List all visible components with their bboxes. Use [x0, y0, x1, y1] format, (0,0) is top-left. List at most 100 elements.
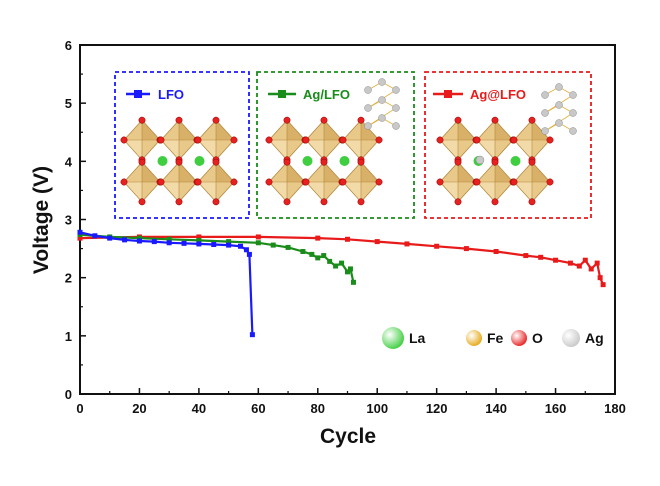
data-point	[339, 260, 345, 266]
legend-ag-at-lfo: Ag@LFO	[433, 87, 526, 102]
data-point	[600, 282, 606, 288]
data-point	[77, 229, 83, 235]
oxygen-atom	[302, 136, 310, 144]
ag-atom	[378, 78, 386, 86]
data-point	[255, 234, 261, 240]
element-sphere	[511, 330, 527, 346]
data-point	[594, 260, 600, 266]
octahedron	[120, 116, 164, 164]
oxygen-atom	[357, 198, 365, 206]
la-atom	[194, 156, 205, 166]
legend-ag-lfo: Ag/LFO	[268, 87, 350, 102]
ag-atom	[475, 155, 485, 165]
data-point	[463, 246, 469, 252]
octahedron	[473, 158, 517, 206]
x-tick-label: 20	[132, 401, 146, 416]
data-point	[249, 332, 255, 338]
data-point	[285, 244, 291, 250]
oxygen-atom	[194, 136, 202, 144]
data-point	[300, 248, 306, 254]
data-point	[243, 247, 249, 253]
data-point	[374, 239, 380, 245]
data-point	[151, 239, 157, 245]
x-axis-label: Cycle	[320, 425, 376, 448]
oxygen-atom	[230, 178, 238, 186]
oxygen-atom	[265, 178, 273, 186]
oxygen-atom	[283, 158, 291, 166]
ag-atom	[378, 96, 386, 104]
oxygen-atom	[212, 198, 220, 206]
x-axis-ticks: 0 20 40 60 80 100 120 140 160 180	[76, 388, 626, 416]
data-point	[404, 241, 410, 247]
data-point	[333, 263, 339, 269]
octahedron	[194, 116, 238, 164]
ag-atom	[364, 122, 372, 130]
ag-atom	[392, 86, 400, 94]
x-tick-label: 40	[192, 401, 206, 416]
legend-label-ag-lfo: Ag/LFO	[303, 87, 350, 102]
oxygen-atom	[320, 198, 328, 206]
oxygen-atom	[138, 158, 146, 166]
data-point	[211, 242, 217, 248]
element-label: Ag	[585, 330, 604, 346]
data-point	[196, 234, 202, 240]
ag-atom	[541, 127, 549, 135]
oxygen-atom	[120, 178, 128, 186]
y-tick-label: 5	[65, 96, 72, 111]
data-point	[315, 235, 321, 241]
legend-label-ag-at-lfo: Ag@LFO	[470, 87, 526, 102]
data-point	[309, 251, 315, 257]
oxygen-atom	[320, 116, 328, 124]
ag-atom	[569, 127, 577, 135]
lfo-inset-box	[114, 71, 250, 219]
octahedron	[510, 116, 554, 164]
element-sphere	[382, 327, 404, 349]
octahedron	[302, 158, 346, 206]
y-axis-label: Voltage (V)	[30, 166, 53, 274]
y-axis-ticks: 0 1 2 3 4 5 6	[65, 38, 86, 402]
oxygen-atom	[212, 158, 220, 166]
data-point	[246, 251, 252, 257]
octahedron	[194, 158, 238, 206]
oxygen-atom	[357, 158, 365, 166]
data-point	[166, 236, 172, 242]
oxygen-atom	[528, 116, 536, 124]
y-tick-label: 0	[65, 387, 72, 402]
element-sphere	[466, 330, 482, 346]
data-point	[107, 235, 113, 241]
x-tick-label: 80	[311, 401, 325, 416]
legend-label-lfo: LFO	[158, 87, 184, 102]
data-point	[597, 275, 603, 281]
oxygen-atom	[491, 158, 499, 166]
octahedron	[157, 158, 201, 206]
oxygen-atom	[339, 178, 347, 186]
oxygen-atom	[138, 116, 146, 124]
oxygen-atom	[491, 116, 499, 124]
octahedron	[473, 116, 517, 164]
data-point	[493, 248, 499, 254]
oxygen-atom	[283, 198, 291, 206]
octahedron	[265, 116, 309, 164]
oxygen-atom	[546, 178, 554, 186]
oxygen-atom	[265, 136, 273, 144]
data-point	[136, 235, 142, 241]
data-point	[166, 240, 172, 246]
octahedron	[436, 158, 480, 206]
data-point	[345, 236, 350, 242]
y-tick-label: 2	[65, 271, 72, 286]
y-tick-label: 3	[65, 213, 72, 228]
series-lfo	[77, 229, 255, 338]
octahedron	[157, 116, 201, 164]
oxygen-atom	[175, 116, 183, 124]
data-point	[321, 253, 327, 259]
oxygen-atom	[375, 178, 383, 186]
la-atom	[157, 156, 168, 166]
oxygen-atom	[212, 116, 220, 124]
ag-atom	[555, 83, 563, 91]
data-point	[181, 240, 187, 246]
oxygen-atom	[283, 116, 291, 124]
y-tick-label: 4	[65, 154, 73, 169]
series-ag-lfo	[77, 234, 606, 288]
oxygen-atom	[375, 136, 383, 144]
